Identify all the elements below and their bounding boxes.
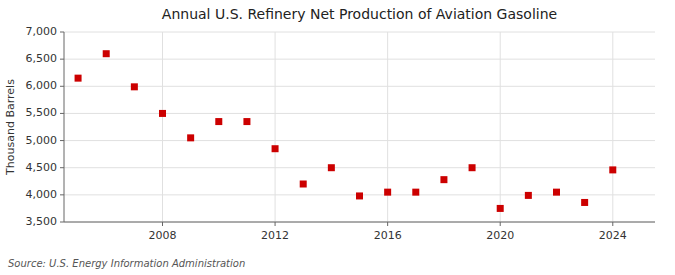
point [300, 181, 307, 188]
chart-svg: 3,500 4,000 4,500 5,000 5,500 6,000 6,500 7,000… [0, 0, 675, 275]
point [497, 205, 504, 212]
y-tick-label: 6,000 [26, 79, 58, 92]
y-tick-label: 7,000 [26, 25, 58, 38]
title: Annual U.S. Refinery Net Production of A… [162, 6, 557, 22]
point [159, 110, 166, 117]
source: Source: U.S. Energy Information Administ… [8, 258, 245, 269]
point [525, 192, 532, 199]
x-tick-label: 2008 [149, 229, 177, 242]
points [75, 50, 617, 212]
x-tick [500, 222, 501, 226]
y-grid-line [64, 222, 655, 223]
point [553, 189, 560, 196]
y-grid-line [64, 140, 655, 141]
x-grid-line [275, 32, 276, 222]
x-tick-label: 2016 [374, 229, 402, 242]
y-tick-label: 4,000 [26, 188, 58, 201]
x-tick [612, 222, 613, 226]
y-tick [60, 167, 64, 168]
x-tick [387, 222, 388, 226]
point [328, 164, 335, 171]
point [243, 118, 250, 125]
x-grid-line [612, 32, 613, 222]
y-grid-line [64, 86, 655, 87]
point [215, 118, 222, 125]
y-grid-line [64, 59, 655, 60]
y-axis-line [64, 32, 65, 222]
x-tick [275, 222, 276, 226]
y-tick [60, 113, 64, 114]
point [187, 134, 194, 141]
y-grid-line [64, 113, 655, 114]
background [0, 0, 675, 275]
point [469, 164, 476, 171]
point [103, 50, 110, 57]
axes: 3,500 4,000 4,500 5,000 5,500 6,000 6,500 7,000… [26, 25, 627, 242]
point [356, 192, 363, 199]
y-tick [60, 194, 64, 195]
y-tick-label: 6,500 [26, 52, 58, 65]
y-tick [60, 140, 64, 141]
point [412, 189, 419, 196]
x-tick [162, 222, 163, 226]
x-tick-label: 2024 [599, 229, 627, 242]
y-tick-label: 4,500 [26, 161, 58, 174]
point [75, 75, 82, 82]
y-tick [60, 59, 64, 60]
y-tick-label: 5,500 [26, 106, 58, 119]
point [272, 145, 279, 152]
point [384, 189, 391, 196]
x-grid-line [500, 32, 501, 222]
y-tick [60, 86, 64, 87]
y-tick [60, 32, 64, 33]
x-axis-line [64, 222, 655, 223]
y-axis-label: Thousand Barrels [4, 79, 17, 176]
y-grid-line [64, 32, 655, 33]
point [440, 176, 447, 183]
grid [64, 32, 655, 222]
x-grid-line [162, 32, 163, 222]
chart-container: 3,500 4,000 4,500 5,000 5,500 6,000 6,500 7,000… [0, 0, 675, 275]
y-grid-line [64, 167, 655, 168]
x-tick-label: 2020 [486, 229, 514, 242]
x-tick-label: 2012 [261, 229, 289, 242]
y-tick-label: 3,500 [26, 215, 58, 228]
point [131, 83, 138, 90]
point [581, 199, 588, 206]
y-tick-label: 5,000 [26, 134, 58, 147]
y-tick [60, 222, 64, 223]
point [609, 166, 616, 173]
